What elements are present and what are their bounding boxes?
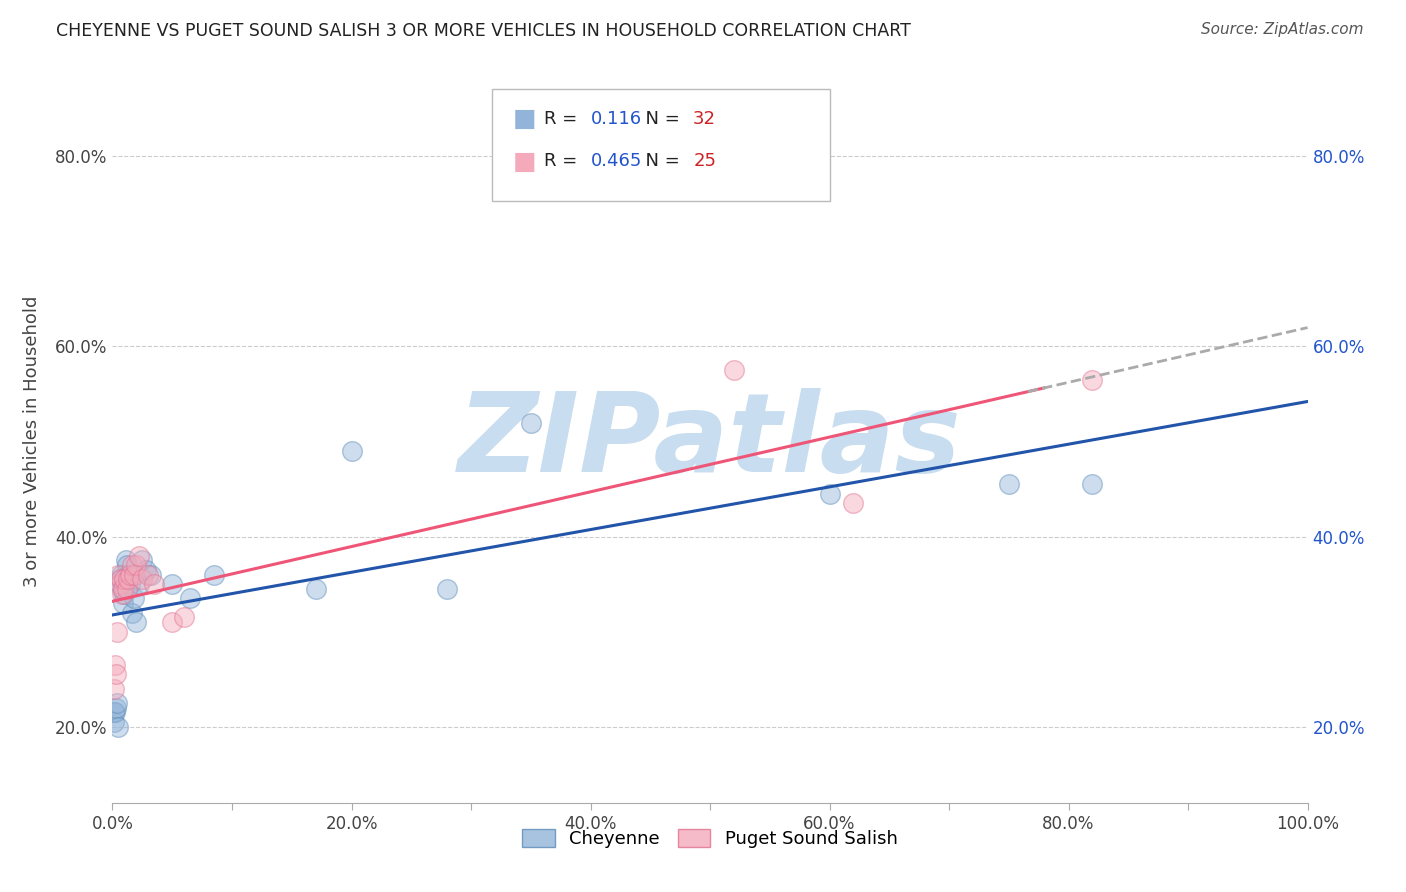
Point	[998, 477, 1021, 491]
Point	[117, 567, 139, 582]
Point	[520, 416, 543, 430]
Point	[162, 615, 183, 630]
Point	[131, 573, 153, 587]
Point	[340, 444, 363, 458]
Point	[138, 567, 160, 582]
Legend: Cheyenne, Puget Sound Salish: Cheyenne, Puget Sound Salish	[515, 822, 905, 855]
Point	[143, 577, 166, 591]
Text: N =: N =	[634, 110, 686, 128]
Point	[107, 720, 129, 734]
Text: R =: R =	[544, 153, 583, 170]
Point	[115, 558, 138, 573]
Point	[120, 577, 142, 591]
Point	[131, 553, 153, 567]
Text: R =: R =	[544, 110, 583, 128]
Point	[112, 596, 135, 610]
Text: CHEYENNE VS PUGET SOUND SALISH 3 OR MORE VEHICLES IN HOUSEHOLD CORRELATION CHART: CHEYENNE VS PUGET SOUND SALISH 3 OR MORE…	[56, 22, 911, 40]
Point	[108, 573, 131, 587]
Point	[1081, 373, 1104, 387]
Y-axis label: 3 or more Vehicles in Household: 3 or more Vehicles in Household	[24, 296, 41, 587]
Point	[105, 667, 128, 681]
Text: ZIPatlas: ZIPatlas	[458, 388, 962, 495]
Text: ■: ■	[513, 107, 537, 130]
Point	[110, 567, 132, 582]
Point	[162, 577, 183, 591]
Point	[105, 700, 128, 714]
Point	[120, 567, 142, 582]
Point	[125, 615, 148, 630]
Point	[305, 582, 328, 596]
Point	[103, 706, 125, 720]
Point	[125, 558, 148, 573]
Point	[139, 567, 162, 582]
Point	[173, 610, 195, 624]
Point	[108, 577, 131, 591]
Point	[436, 582, 458, 596]
Point	[103, 681, 125, 696]
Point	[105, 624, 128, 639]
Point	[114, 553, 136, 567]
Point	[114, 573, 135, 587]
Point	[110, 573, 132, 587]
Point	[104, 706, 127, 720]
Point	[122, 591, 145, 606]
Point	[122, 567, 145, 582]
Point	[121, 558, 143, 573]
Point	[107, 567, 129, 582]
Point	[818, 487, 841, 501]
Point	[179, 591, 201, 606]
Text: 25: 25	[693, 153, 716, 170]
Point	[114, 587, 135, 601]
Point	[104, 657, 127, 672]
Point	[121, 606, 143, 620]
Point	[117, 573, 139, 587]
Point	[105, 696, 128, 710]
Point	[103, 714, 125, 729]
Point	[128, 577, 150, 591]
Point	[128, 549, 150, 563]
Point	[842, 496, 865, 510]
Text: Source: ZipAtlas.com: Source: ZipAtlas.com	[1201, 22, 1364, 37]
Text: ■: ■	[513, 150, 537, 173]
Point	[135, 563, 157, 577]
Point	[111, 582, 134, 596]
Text: 32: 32	[693, 110, 716, 128]
Text: N =: N =	[634, 153, 686, 170]
Point	[723, 363, 745, 377]
Point	[115, 582, 138, 596]
Point	[112, 582, 135, 596]
Point	[1081, 477, 1104, 491]
Text: 0.465: 0.465	[591, 153, 643, 170]
Point	[111, 587, 134, 601]
Text: 0.116: 0.116	[591, 110, 641, 128]
Point	[202, 567, 225, 582]
